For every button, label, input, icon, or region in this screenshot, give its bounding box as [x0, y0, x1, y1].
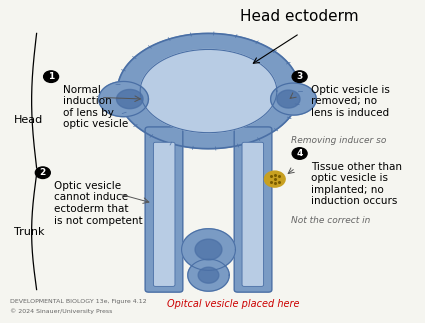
Text: Tissue other than
optic vesicle is
implanted; no
induction occurs: Tissue other than optic vesicle is impla…: [311, 162, 402, 206]
Circle shape: [44, 71, 59, 82]
Text: © 2024 Sinauer/University Press: © 2024 Sinauer/University Press: [10, 308, 112, 314]
Polygon shape: [181, 229, 235, 270]
Text: Optic vesicle is
removed; no
lens is induced: Optic vesicle is removed; no lens is ind…: [311, 85, 390, 118]
Circle shape: [264, 171, 285, 187]
Polygon shape: [140, 49, 277, 133]
Polygon shape: [195, 239, 222, 260]
Text: Not the correct in: Not the correct in: [292, 216, 371, 225]
Polygon shape: [271, 83, 316, 115]
Circle shape: [292, 148, 307, 159]
Text: 3: 3: [297, 72, 303, 81]
Text: Opitcal vesicle placed here: Opitcal vesicle placed here: [167, 299, 300, 309]
Text: Head: Head: [14, 115, 43, 125]
FancyBboxPatch shape: [242, 142, 264, 287]
Text: 4: 4: [297, 149, 303, 158]
FancyBboxPatch shape: [234, 127, 272, 292]
FancyBboxPatch shape: [153, 142, 175, 287]
Text: Optic vesicle
cannot induce
ectoderm that
is not competent: Optic vesicle cannot induce ectoderm tha…: [54, 181, 143, 225]
Text: Trunk: Trunk: [14, 227, 44, 237]
Text: Normal
induction
of lens by
optic vesicle: Normal induction of lens by optic vesicl…: [63, 85, 128, 130]
Circle shape: [35, 167, 50, 179]
Text: 2: 2: [40, 168, 46, 177]
Polygon shape: [198, 267, 219, 283]
Polygon shape: [99, 81, 148, 117]
Text: Head ectoderm: Head ectoderm: [240, 9, 359, 24]
Polygon shape: [117, 33, 300, 149]
Polygon shape: [277, 90, 300, 108]
Text: Removing inducer so: Removing inducer so: [292, 136, 387, 145]
FancyBboxPatch shape: [145, 127, 183, 292]
Text: 1: 1: [48, 72, 54, 81]
Polygon shape: [188, 259, 229, 291]
Polygon shape: [116, 89, 143, 109]
Text: DEVELOPMENTAL BIOLOGY 13e, Figure 4.12: DEVELOPMENTAL BIOLOGY 13e, Figure 4.12: [10, 299, 146, 304]
Circle shape: [292, 71, 307, 82]
